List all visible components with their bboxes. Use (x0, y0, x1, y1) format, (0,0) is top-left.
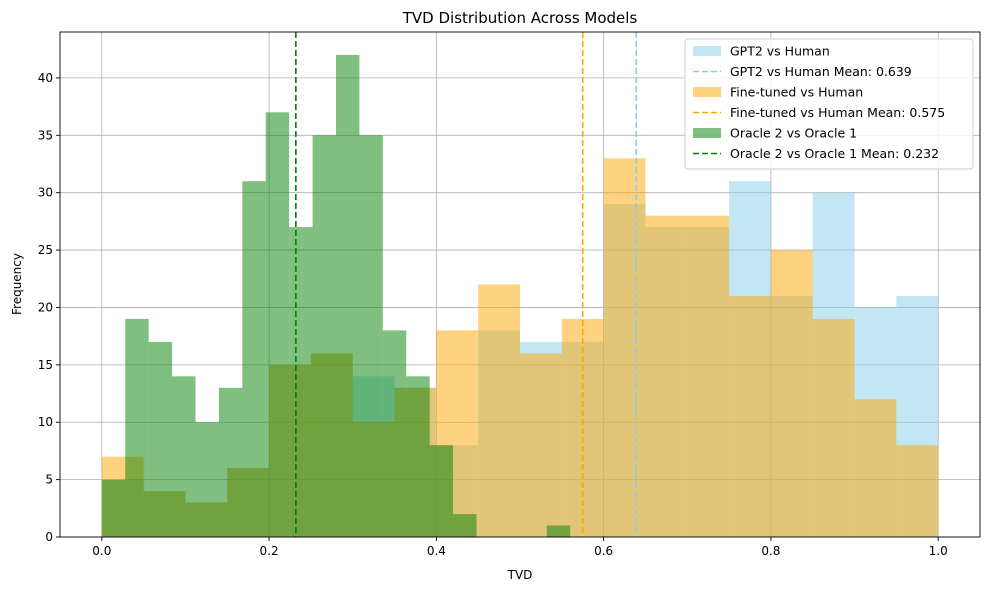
x-axis-label: TVD (507, 568, 533, 582)
legend-label: GPT2 vs Human (730, 44, 830, 59)
y-tick-label: 15 (38, 358, 53, 372)
histogram-bar (812, 318, 855, 537)
legend: GPT2 vs Human GPT2 vs Human Mean: 0.639 Fi… (684, 38, 974, 170)
histogram-bar (729, 295, 771, 537)
histogram-bar (242, 181, 266, 538)
legend-label: GPT2 vs Human Mean: 0.639 (730, 64, 912, 79)
x-tick-label: 0.2 (260, 544, 279, 558)
histogram-bar (148, 341, 173, 537)
histogram-bar (195, 422, 219, 537)
histogram-bar (478, 284, 520, 537)
histogram-bar (265, 112, 290, 537)
histogram-bar (382, 330, 407, 537)
x-tick-label: 0.0 (92, 544, 111, 558)
histogram-bar (854, 399, 897, 537)
y-tick-label: 35 (38, 128, 53, 142)
histogram-bar (687, 215, 730, 538)
histogram-bar (218, 387, 243, 537)
legend-box (684, 38, 974, 170)
y-axis-label: Frequency (10, 253, 24, 315)
histogram-bar (453, 514, 477, 537)
legend-swatch (693, 46, 721, 56)
y-tick-label: 40 (38, 71, 53, 85)
axes-frame (59, 31, 981, 538)
histogram-bar (406, 376, 430, 537)
histogram-bar (603, 158, 646, 537)
y-tick-label: 5 (45, 473, 53, 487)
chart-title: TVD Distribution Across Models (402, 9, 638, 27)
x-tick-label: 0.4 (427, 544, 446, 558)
histogram-bar (125, 318, 149, 537)
legend-swatch (693, 87, 721, 97)
legend-label: Fine-tuned vs Human (730, 85, 863, 100)
histogram-bar (896, 445, 939, 537)
histogram-bar (770, 250, 813, 537)
histogram-bar (172, 376, 196, 537)
histogram-bar (312, 135, 336, 537)
legend-label: Fine-tuned vs Human Mean: 0.575 (730, 105, 945, 120)
histogram-bar (359, 135, 383, 537)
x-tick-label: 0.8 (761, 544, 780, 558)
legend-swatch (693, 128, 721, 138)
histogram-bar (645, 215, 688, 538)
x-tick-label: 1.0 (929, 544, 948, 558)
y-tick-label: 10 (38, 415, 53, 429)
y-tick-label: 0 (45, 530, 53, 544)
legend-label: Oracle 2 vs Oracle 1 Mean: 0.232 (730, 146, 939, 161)
histogram-bar (101, 479, 126, 537)
plot-area: 0.0 0.2 0.4 0.6 0.8 1.0 0 5 10 15 20 25 30 35 40 (38, 31, 981, 558)
legend-label: Oracle 2 vs Oracle 1 (730, 126, 857, 141)
y-tick-label: 30 (38, 186, 53, 200)
y-tick-label: 20 (38, 300, 53, 314)
histogram-bar (520, 353, 562, 537)
histogram-bar (429, 445, 454, 537)
histogram-bar (336, 54, 360, 538)
histogram-bar (546, 525, 571, 537)
histogram-bar (289, 227, 313, 537)
y-tick-label: 25 (38, 243, 53, 257)
x-tick-label: 0.6 (594, 544, 613, 558)
